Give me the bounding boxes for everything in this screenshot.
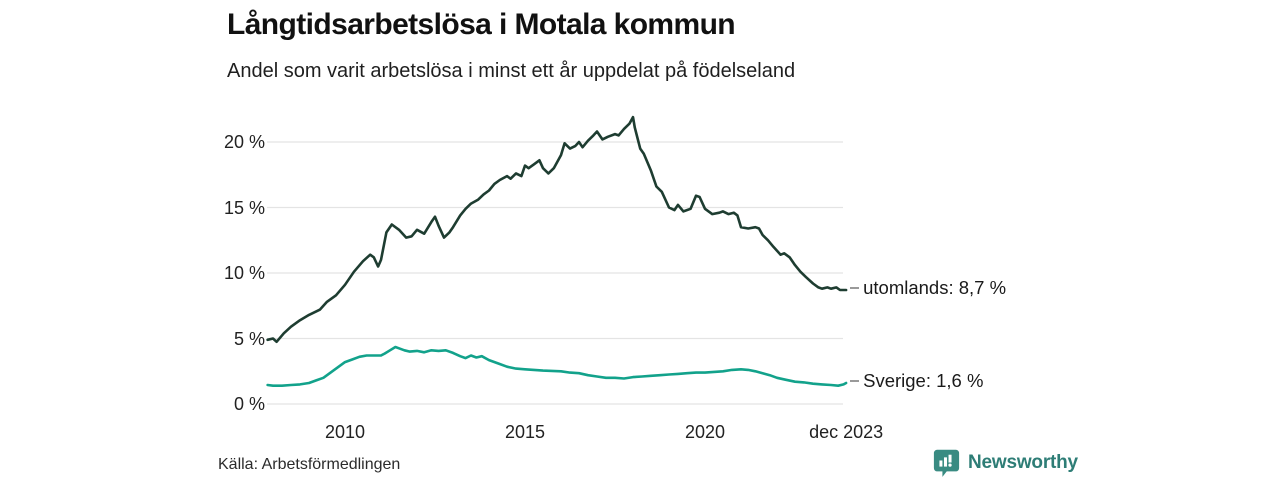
x-axis-tick-label: 2020 <box>684 422 726 442</box>
newsworthy-bubble-chart-icon <box>933 449 960 477</box>
series-label-text: Sverige: 1,6 % <box>863 370 984 392</box>
y-axis-tick-label: 20 % <box>223 132 265 152</box>
gridlines <box>267 141 843 405</box>
leader-dash <box>850 287 860 290</box>
y-axis-tick-label: 0 % <box>233 394 265 414</box>
source-text: Källa: Arbetsförmedlingen <box>218 456 401 473</box>
y-axis-tick-label: 5 % <box>233 328 265 349</box>
chart-title: Långtidsarbetslösa i Motala kommun <box>227 8 736 41</box>
leader-dash <box>850 380 860 383</box>
series-line-utomlands <box>266 115 848 344</box>
chart-subtitle: Andel som varit arbetslösa i minst ett å… <box>227 60 796 82</box>
brand-name: Newsworthy <box>968 452 1078 473</box>
newsworthy-logo: Newsworthy <box>932 448 1078 478</box>
x-axis-tick-label: dec 2023 <box>809 422 884 442</box>
y-axis-tick-label: 15 % <box>223 197 265 218</box>
y-axis-tick-label: 10 % <box>223 263 265 283</box>
series-line-sverige <box>266 345 848 388</box>
series-label-text: utomlands: 8,7 % <box>863 277 1007 299</box>
x-axis-tick-label: 2010 <box>324 422 366 442</box>
series-label-sverige: Sverige: 1,6 % <box>850 370 983 392</box>
series-label-utomlands: utomlands: 8,7 % <box>850 277 1006 299</box>
x-axis-tick-label: 2015 <box>504 422 546 442</box>
